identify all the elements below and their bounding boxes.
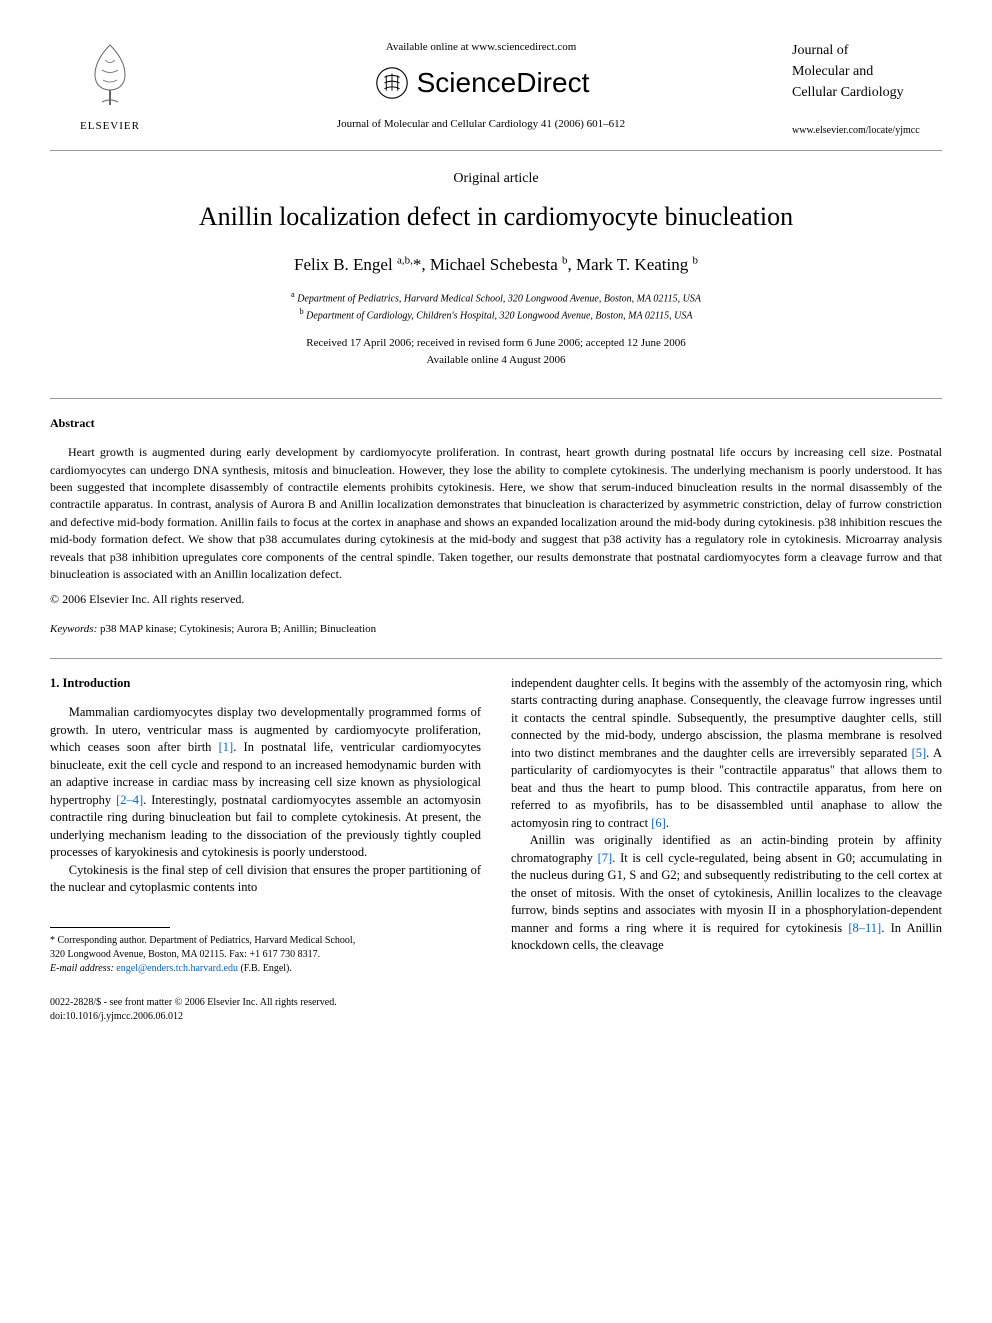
sciencedirect-text: ScienceDirect — [417, 63, 590, 102]
available-online-text: Available online at www.sciencedirect.co… — [190, 40, 772, 55]
elsevier-tree-icon — [80, 40, 140, 110]
footnote-email-line: E-mail address: engel@enders.tch.harvard… — [50, 962, 481, 976]
footnote-line: * Corresponding author. Department of Pe… — [50, 934, 481, 948]
body-column-left: 1. Introduction Mammalian cardiomyocytes… — [50, 675, 481, 976]
citation-link[interactable]: [1] — [219, 740, 234, 754]
journal-header: ELSEVIER Available online at www.science… — [50, 40, 942, 151]
journal-name-line: Cellular Cardiology — [792, 82, 942, 103]
body-columns: 1. Introduction Mammalian cardiomyocytes… — [50, 675, 942, 976]
citation-link[interactable]: [7] — [598, 851, 613, 865]
abstract-copyright: © 2006 Elsevier Inc. All rights reserved… — [50, 591, 942, 608]
body-paragraph: Cytokinesis is the final step of cell di… — [50, 862, 481, 897]
publisher-block: ELSEVIER — [50, 40, 170, 135]
corresponding-author-footnote: * Corresponding author. Department of Pe… — [50, 934, 481, 976]
journal-title-block: Journal of Molecular and Cellular Cardio… — [792, 40, 942, 138]
body-paragraph: Anillin was originally identified as an … — [511, 832, 942, 955]
affiliation-a: Department of Pediatrics, Harvard Medica… — [297, 293, 701, 304]
abstract-text: Heart growth is augmented during early d… — [50, 444, 942, 583]
divider — [50, 398, 942, 399]
citation-link[interactable]: [6] — [651, 816, 666, 830]
email-label: E-mail address: — [50, 963, 114, 974]
dates-available: Available online 4 August 2006 — [50, 352, 942, 369]
sciencedirect-icon — [373, 64, 411, 102]
section-heading: 1. Introduction — [50, 675, 481, 693]
abstract-heading: Abstract — [50, 415, 942, 432]
article-type: Original article — [50, 169, 942, 189]
email-suffix: (F.B. Engel). — [238, 963, 292, 974]
issn-copyright: 0022-2828/$ - see front matter © 2006 El… — [50, 996, 942, 1010]
front-matter-bottom: 0022-2828/$ - see front matter © 2006 El… — [50, 996, 942, 1024]
keywords-list: p38 MAP kinase; Cytokinesis; Aurora B; A… — [97, 623, 376, 635]
article-title: Anillin localization defect in cardiomyo… — [50, 199, 942, 235]
article-dates: Received 17 April 2006; received in revi… — [50, 335, 942, 368]
journal-name-line: Journal of — [792, 40, 942, 61]
citation-link[interactable]: [2–4] — [116, 793, 143, 807]
citation-link[interactable]: [5] — [912, 746, 927, 760]
divider — [50, 658, 942, 659]
body-column-right: independent daughter cells. It begins wi… — [511, 675, 942, 976]
dates-received: Received 17 April 2006; received in revi… — [50, 335, 942, 352]
doi: doi:10.1016/j.yjmcc.2006.06.012 — [50, 1010, 942, 1024]
email-link[interactable]: engel@enders.tch.harvard.edu — [114, 963, 238, 974]
body-paragraph: Mammalian cardiomyocytes display two dev… — [50, 704, 481, 862]
journal-name-line: Molecular and — [792, 61, 942, 82]
footnote-separator — [50, 927, 170, 928]
affiliation-b: Department of Cardiology, Children's Hos… — [306, 310, 692, 321]
citation-line: Journal of Molecular and Cellular Cardio… — [190, 117, 772, 132]
sciencedirect-logo: ScienceDirect — [190, 63, 772, 102]
footnote-line: 320 Longwood Avenue, Boston, MA 02115. F… — [50, 948, 481, 962]
elsevier-label: ELSEVIER — [50, 119, 170, 134]
header-center: Available online at www.sciencedirect.co… — [170, 40, 792, 132]
citation-link[interactable]: [8–11] — [848, 921, 881, 935]
affiliations: a Department of Pediatrics, Harvard Medi… — [50, 289, 942, 324]
keywords-label: Keywords: — [50, 623, 97, 635]
keywords: Keywords: p38 MAP kinase; Cytokinesis; A… — [50, 622, 942, 637]
body-paragraph: independent daughter cells. It begins wi… — [511, 675, 942, 833]
journal-url: www.elsevier.com/locate/yjmcc — [792, 123, 942, 138]
authors: Felix B. Engel a,b,*, Michael Schebesta … — [50, 253, 942, 277]
